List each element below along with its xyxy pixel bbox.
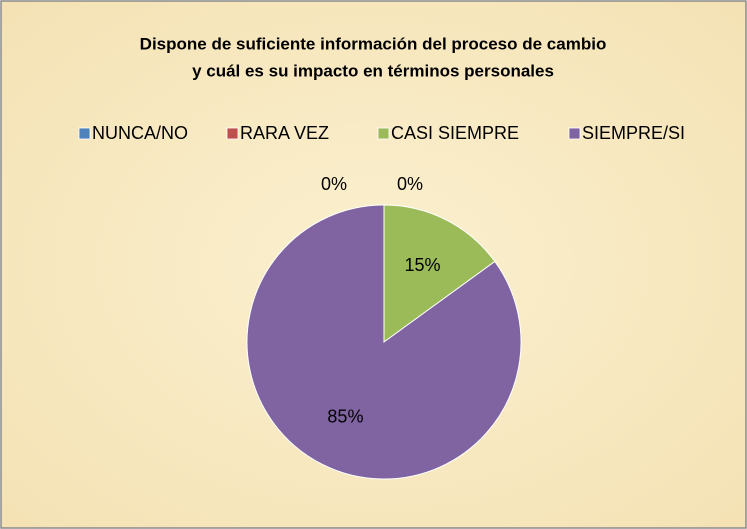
- chart-title: Dispone de suficiente información del pr…: [140, 34, 607, 53]
- data-label: 15%: [405, 255, 441, 275]
- data-label: 0%: [397, 174, 423, 194]
- legend-label: CASI SIEMPRE: [391, 123, 519, 143]
- legend-label: NUNCA/NO: [92, 123, 188, 143]
- legend-label: SIEMPRE/SI: [582, 123, 685, 143]
- legend-swatch: [377, 127, 390, 140]
- data-label: 0%: [321, 174, 347, 194]
- pie-slice: [383, 204, 496, 343]
- legend-swatch: [568, 127, 581, 140]
- data-label: 85%: [327, 406, 363, 426]
- legend-swatch: [78, 127, 91, 140]
- legend-label: RARA VEZ: [240, 123, 329, 143]
- chart-title: y cuál es su impacto en términos persona…: [192, 61, 554, 80]
- pie-slice: [246, 204, 522, 480]
- legend-swatch: [226, 127, 239, 140]
